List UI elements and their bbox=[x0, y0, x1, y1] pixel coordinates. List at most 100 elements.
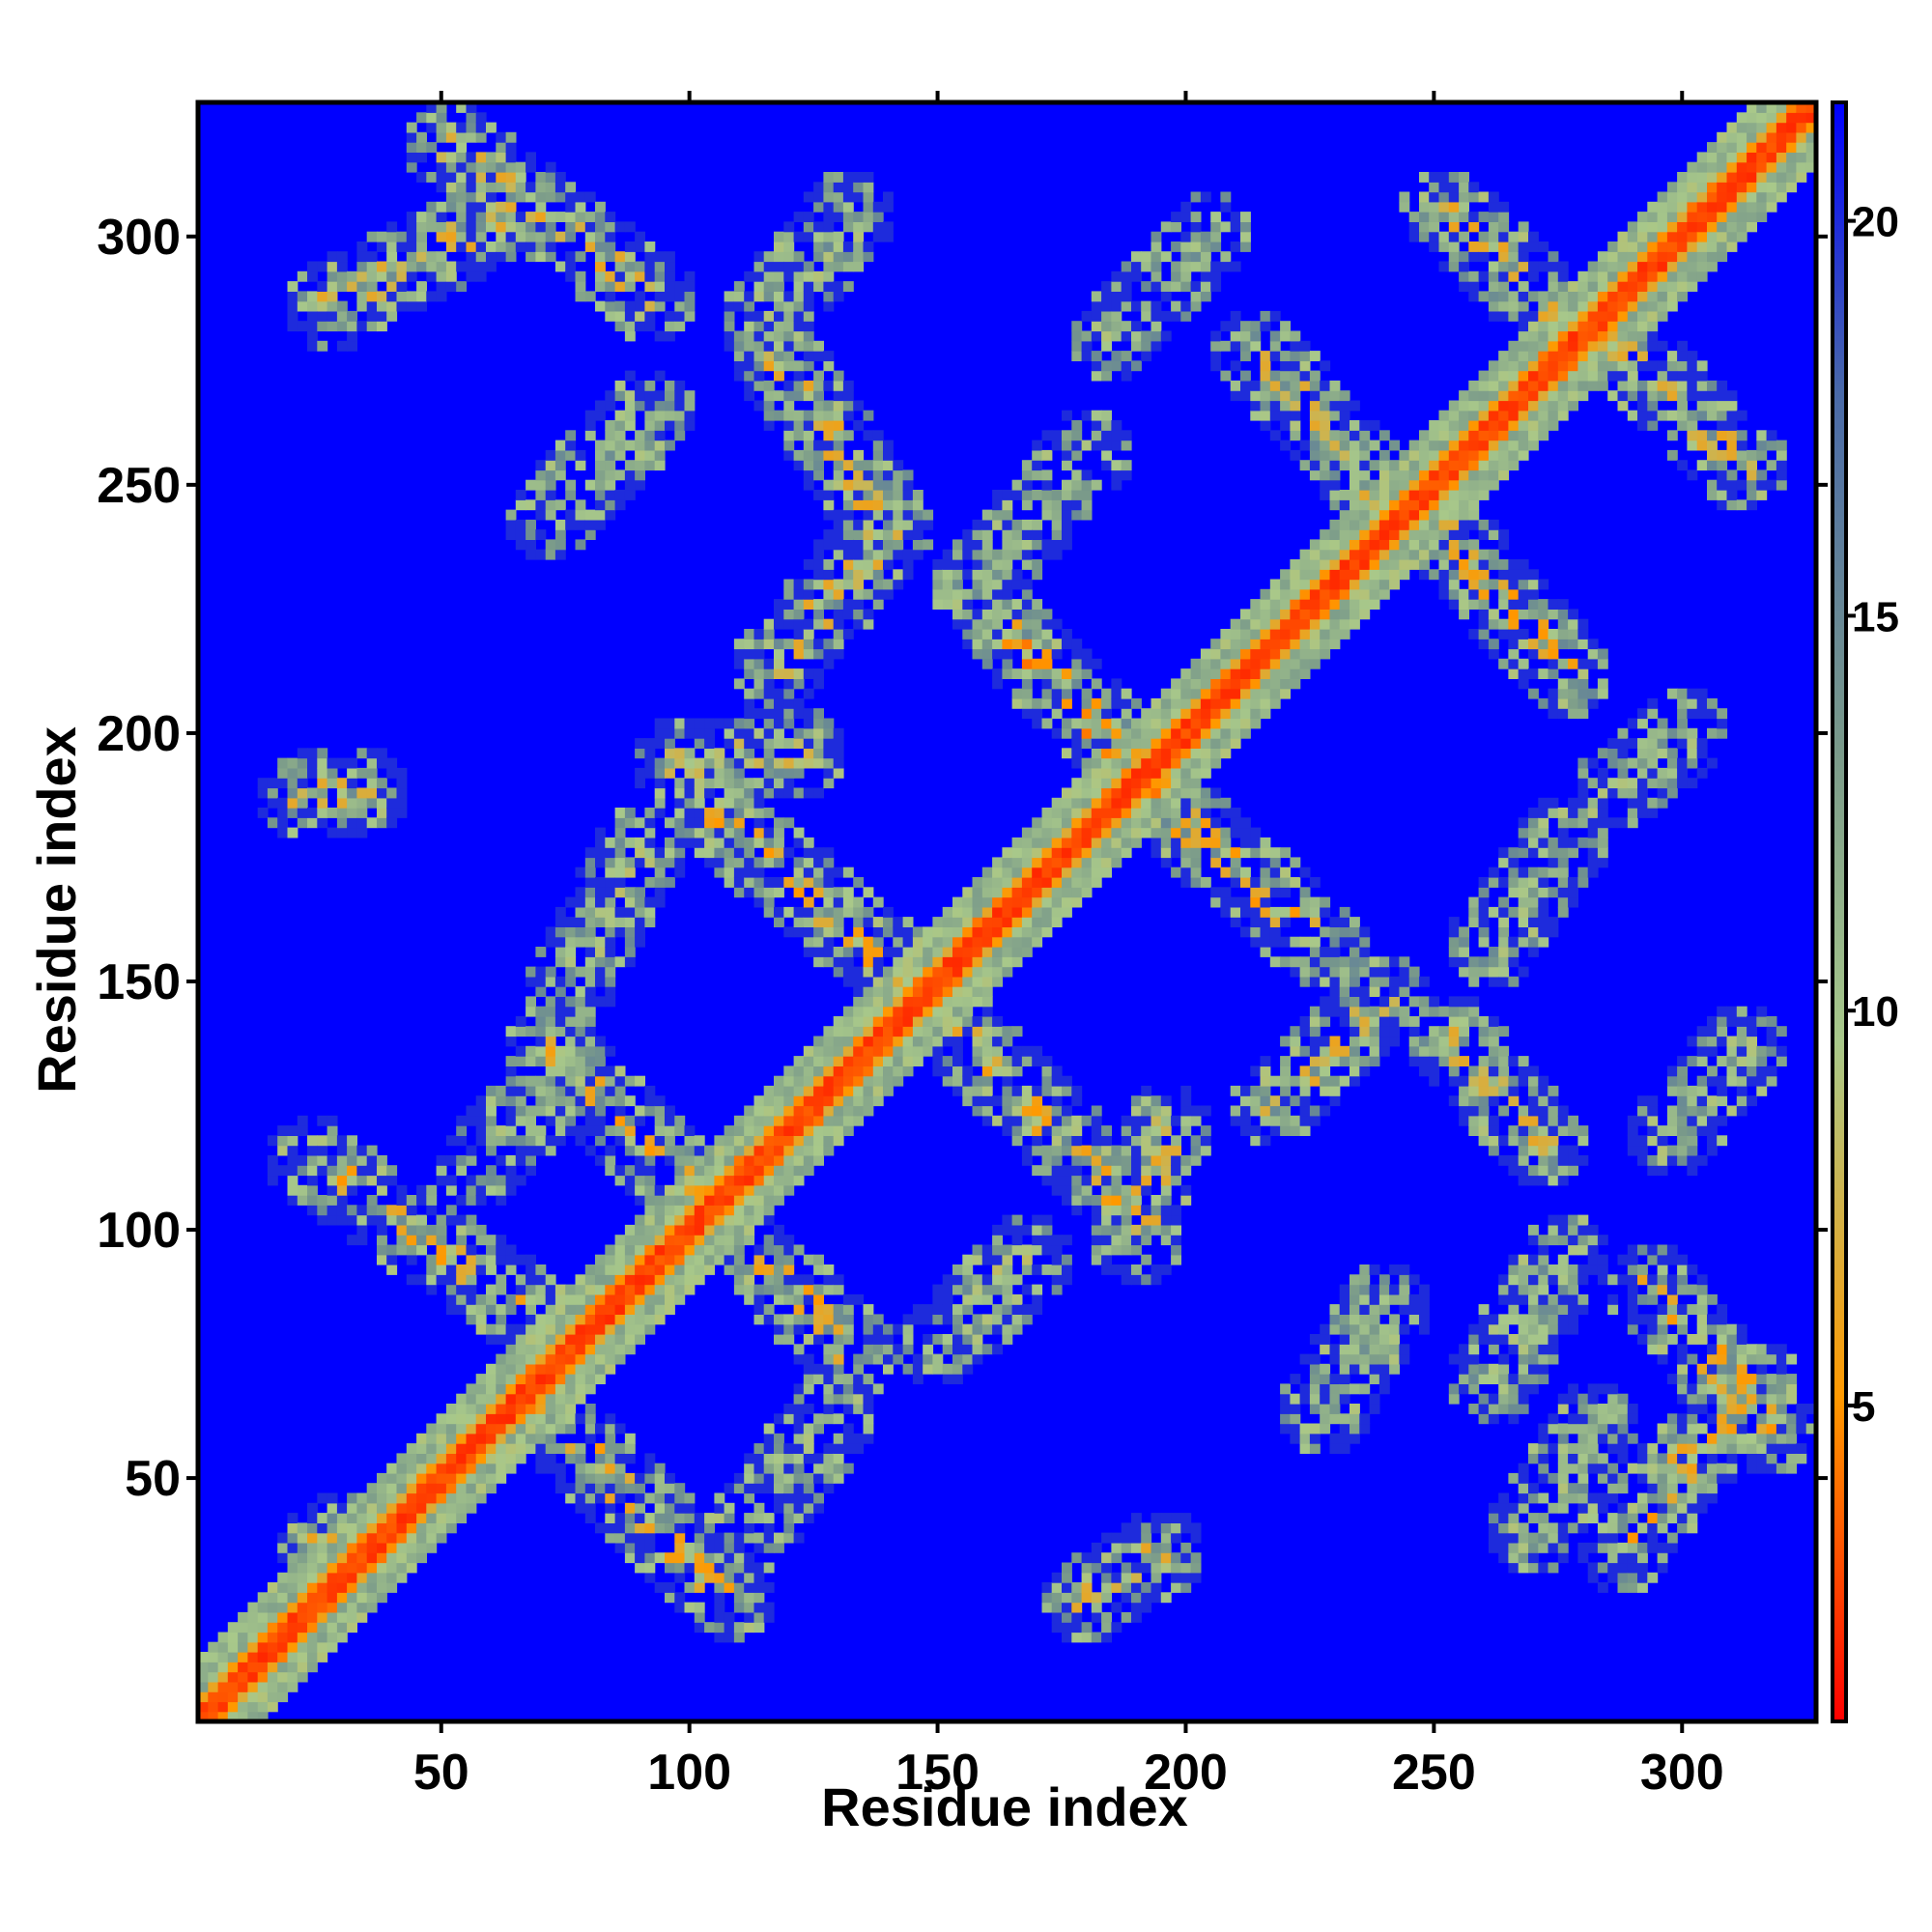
heat-cell bbox=[783, 1085, 795, 1096]
heat-cell bbox=[545, 1334, 556, 1345]
heat-cell bbox=[554, 1125, 566, 1136]
heat-cell bbox=[684, 757, 696, 769]
heat-cell bbox=[783, 270, 795, 282]
heat-cell bbox=[297, 1632, 308, 1643]
heat-cell bbox=[753, 310, 765, 322]
heat-cell bbox=[1250, 708, 1262, 720]
heat-cell bbox=[605, 1145, 616, 1156]
heat-cell bbox=[605, 420, 616, 431]
heat-cell bbox=[665, 1492, 675, 1504]
heat-cell bbox=[614, 1423, 626, 1435]
heat-cell bbox=[992, 947, 1003, 957]
heat-cell bbox=[704, 1552, 715, 1564]
heat-cell bbox=[694, 808, 705, 818]
heat-cell bbox=[1230, 1085, 1241, 1096]
heat-cell bbox=[614, 1472, 626, 1484]
heat-cell bbox=[624, 281, 636, 292]
heat-cell bbox=[1091, 658, 1102, 669]
heat-cell bbox=[803, 579, 814, 590]
heat-cell bbox=[1180, 817, 1192, 829]
heat-cell bbox=[783, 817, 795, 829]
heat-cell bbox=[1230, 1105, 1241, 1117]
heat-cell bbox=[1250, 1135, 1262, 1147]
heat-cell bbox=[466, 1284, 477, 1295]
heat-cell bbox=[803, 1443, 814, 1454]
heat-cell bbox=[694, 738, 705, 749]
heat-cell bbox=[595, 1274, 606, 1286]
heat-cell bbox=[1062, 509, 1072, 521]
heat-cell bbox=[733, 857, 745, 868]
heat-cell bbox=[1062, 1254, 1072, 1265]
heat-cell bbox=[774, 1502, 784, 1514]
heat-cell bbox=[624, 1443, 636, 1454]
heat-cell bbox=[426, 1443, 438, 1454]
heat-cell bbox=[396, 1542, 408, 1553]
heat-cell bbox=[287, 321, 298, 332]
heat-cell bbox=[1220, 668, 1232, 679]
heat-cell bbox=[1220, 906, 1232, 918]
heat-cell bbox=[1190, 1532, 1202, 1544]
heat-cell bbox=[287, 808, 298, 818]
heat-cell bbox=[763, 390, 775, 402]
heat-cell bbox=[793, 727, 805, 739]
heat-cell bbox=[942, 1304, 953, 1315]
heat-cell bbox=[347, 281, 357, 292]
heat-cell bbox=[733, 1264, 745, 1275]
heat-cell bbox=[347, 310, 357, 322]
heat-cell bbox=[496, 1323, 507, 1335]
heat-cell bbox=[665, 1184, 675, 1196]
heat-cell bbox=[1200, 261, 1211, 272]
heat-cell bbox=[336, 808, 348, 818]
heat-cell bbox=[1011, 697, 1023, 709]
heat-cell bbox=[456, 152, 468, 163]
heat-cell bbox=[1011, 599, 1023, 610]
heat-cell bbox=[1180, 727, 1192, 739]
heat-cell bbox=[1011, 479, 1023, 491]
heat-cell bbox=[902, 499, 914, 511]
heat-cell bbox=[644, 738, 656, 749]
heat-cell bbox=[714, 1622, 725, 1634]
heat-cell bbox=[496, 1195, 507, 1206]
heat-cell bbox=[505, 1404, 517, 1414]
heat-cell bbox=[783, 1532, 795, 1544]
heat-cell bbox=[813, 201, 824, 213]
heat-cell bbox=[674, 300, 686, 312]
heat-cell bbox=[1032, 1095, 1043, 1107]
heat-cell bbox=[297, 1602, 308, 1613]
heat-cell bbox=[1160, 797, 1172, 809]
heat-cell bbox=[833, 1374, 844, 1384]
heat-cell bbox=[853, 1056, 865, 1066]
heat-cell bbox=[1131, 360, 1142, 372]
heat-cell bbox=[584, 1115, 596, 1126]
heat-cell bbox=[1171, 688, 1181, 699]
heat-cell bbox=[317, 1602, 328, 1613]
heat-cell bbox=[823, 1304, 835, 1315]
heat-cell bbox=[744, 658, 755, 669]
heat-cell bbox=[783, 430, 795, 441]
heat-cell bbox=[932, 1016, 944, 1027]
heat-cell bbox=[614, 926, 626, 938]
heat-cell bbox=[813, 648, 824, 660]
heat-cell bbox=[853, 966, 865, 978]
heat-cell bbox=[823, 1135, 835, 1147]
heat-cell bbox=[842, 509, 854, 521]
heat-cell bbox=[644, 300, 656, 312]
heat-cell bbox=[1051, 1244, 1063, 1256]
heat-cell bbox=[744, 351, 755, 361]
heat-cell bbox=[763, 639, 775, 650]
heat-cell bbox=[327, 1513, 338, 1523]
heat-cell bbox=[1190, 688, 1202, 699]
heat-cell bbox=[783, 639, 795, 650]
heat-cell bbox=[426, 1483, 438, 1494]
heat-cell bbox=[287, 1622, 298, 1634]
heat-cell bbox=[1151, 1274, 1162, 1286]
heat-cell bbox=[793, 380, 805, 391]
heat-cell bbox=[744, 748, 755, 759]
heat-cell bbox=[863, 1423, 874, 1435]
heat-cell bbox=[466, 1293, 477, 1305]
heat-cell bbox=[635, 936, 645, 948]
heat-cell bbox=[624, 1125, 636, 1136]
heat-cell bbox=[565, 1483, 577, 1494]
heat-cell bbox=[763, 1304, 775, 1315]
heat-cell bbox=[1002, 1065, 1013, 1077]
